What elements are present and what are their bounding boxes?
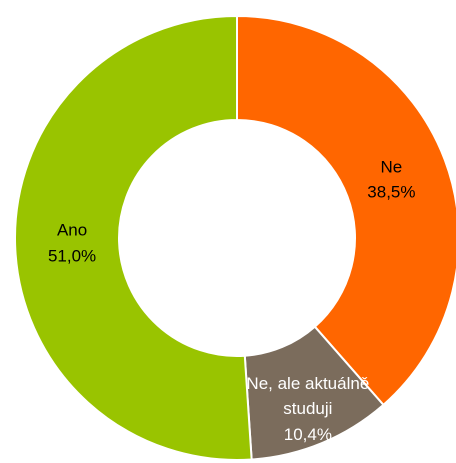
data-label: Ano 51,0% [0,218,152,269]
value-label: 51,0% [47,246,97,266]
category-label: Ano [56,220,88,240]
value-label: 10,4% [283,424,332,444]
category-label: Ne [380,157,403,177]
donut-segment [14,14,253,461]
donut-segment [236,14,456,407]
data-label: Ne 38,5% [311,154,456,205]
value-label: 38,5% [367,182,416,202]
data-label: Ne, ale aktuálně studuji 10,4% [228,371,388,448]
category-label: Ne, ale aktuálně studuji [246,373,370,419]
